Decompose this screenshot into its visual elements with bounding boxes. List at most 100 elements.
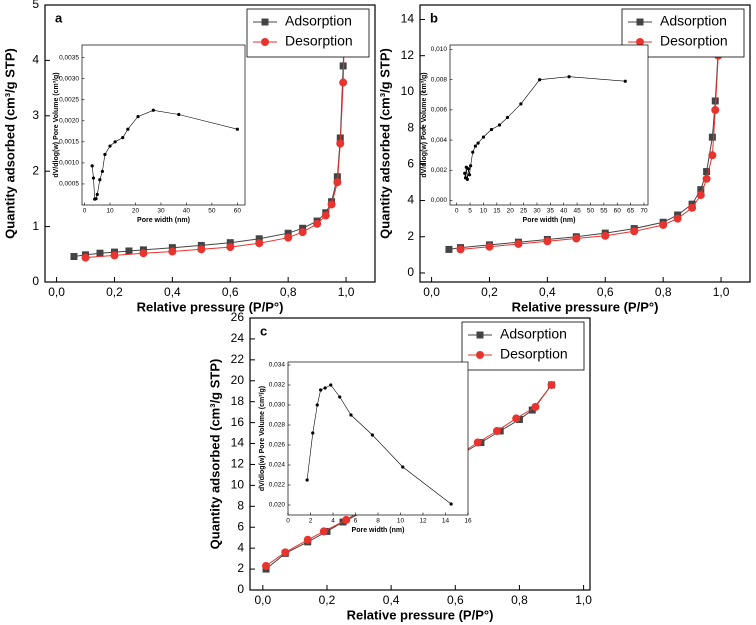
point	[673, 214, 682, 223]
x-tick-label: 30	[157, 208, 165, 215]
x-tick-label: 4	[331, 518, 335, 525]
point	[543, 237, 552, 246]
y-tick-label: 0	[407, 265, 414, 279]
y-tick-label: 0,024	[269, 462, 286, 469]
x-tick-label: 25	[520, 208, 528, 215]
x-tick-label: 40	[183, 208, 191, 215]
y-tick-label: 0	[32, 274, 39, 288]
point	[319, 527, 328, 536]
x-tick-label: 0	[83, 208, 87, 215]
y-tick-label: 0,022	[269, 482, 286, 489]
y-tick-label: 14	[401, 12, 415, 26]
point	[696, 191, 705, 200]
point	[630, 227, 639, 236]
y-tick-label: 0,0010	[59, 160, 79, 167]
point	[465, 177, 469, 181]
x-tick-label: 10	[397, 518, 405, 525]
y-axis-label: dV/dlog(w) Pore Volume (cm³/g)	[421, 72, 428, 177]
y-axis-label: Quantity adsorbed (cm³/g STP)	[207, 359, 222, 550]
point	[711, 106, 720, 115]
x-tick-label: 0	[455, 208, 459, 215]
series-line	[85, 21, 346, 259]
x-tick-label: 16	[464, 518, 472, 525]
x-tick-label: 1,0	[575, 593, 592, 607]
legend-box	[246, 8, 370, 58]
point	[497, 123, 502, 127]
y-tick-label: 0,0005	[59, 181, 79, 188]
inset-background	[82, 45, 245, 205]
point	[708, 133, 716, 141]
point	[473, 438, 482, 447]
point	[466, 167, 471, 171]
panel-label: a	[55, 10, 63, 25]
x-tick-label: 5	[468, 208, 472, 215]
point	[95, 192, 99, 197]
x-tick-label: 0,8	[280, 285, 297, 299]
point	[94, 197, 98, 201]
inset-background	[288, 362, 468, 515]
y-tick-label: 0,028	[269, 422, 286, 429]
point	[473, 144, 478, 148]
point	[505, 115, 510, 120]
x-tick-label: 55	[600, 208, 608, 215]
x-tick-label: 45	[573, 208, 581, 215]
point	[110, 251, 119, 260]
point	[226, 243, 235, 252]
y-tick-label: 20	[231, 373, 245, 387]
legend-marker	[636, 18, 644, 26]
x-tick-label: 40	[560, 208, 568, 215]
point	[401, 465, 405, 469]
x-tick-label: 14	[442, 518, 450, 525]
legend-marker	[261, 38, 269, 46]
legend-marker	[636, 38, 644, 46]
series-line	[464, 76, 626, 180]
point	[255, 235, 263, 243]
point	[90, 164, 94, 168]
point	[70, 253, 78, 261]
y-tick-label: 0,010	[431, 46, 448, 53]
y-tick-label: 4	[237, 540, 244, 554]
point	[349, 413, 353, 417]
point	[177, 112, 181, 117]
plot-frame	[81, 44, 246, 206]
point	[281, 548, 290, 557]
point	[98, 178, 102, 182]
point	[449, 502, 453, 506]
point	[703, 168, 711, 176]
inset-chart: 0 2 4 6 8 10 12 14 16 0,020 0,022 0,024 0,026 0,028 0,…	[259, 361, 472, 534]
y-tick-label: 10	[231, 478, 245, 492]
x-tick-label: 0,2	[319, 593, 336, 607]
point	[197, 245, 206, 254]
point	[262, 561, 271, 570]
y-tick-label: 0,004	[431, 137, 448, 144]
point	[121, 136, 125, 140]
point	[311, 431, 315, 435]
x-tick-label: 50	[587, 208, 595, 215]
x-tick-label: 0,6	[597, 285, 614, 299]
point	[125, 247, 133, 255]
point	[284, 233, 293, 242]
point	[711, 97, 719, 105]
point	[528, 406, 536, 414]
x-tick-label: 20	[132, 208, 140, 215]
y-tick-label: 0,0015	[59, 139, 79, 146]
point	[226, 239, 234, 247]
point	[688, 203, 697, 212]
x-tick-label: 6	[354, 518, 358, 525]
legend-marker	[476, 351, 484, 359]
point	[321, 211, 330, 220]
y-tick-label: 12	[231, 457, 245, 471]
series-line	[460, 15, 721, 250]
x-tick-label: 65	[627, 208, 635, 215]
legend-label: Desorption	[285, 33, 353, 49]
x-tick-label: 0,8	[511, 593, 528, 607]
x-tick-label: 0,4	[539, 285, 556, 299]
x-tick-label: 2	[309, 518, 313, 525]
point	[370, 433, 374, 437]
point	[467, 173, 472, 177]
point	[531, 402, 540, 411]
point	[151, 108, 155, 112]
y-tick-label: 0,0025	[59, 96, 79, 103]
x-tick-label: 0,0	[254, 593, 271, 607]
y-tick-label: 0,006	[431, 107, 448, 114]
